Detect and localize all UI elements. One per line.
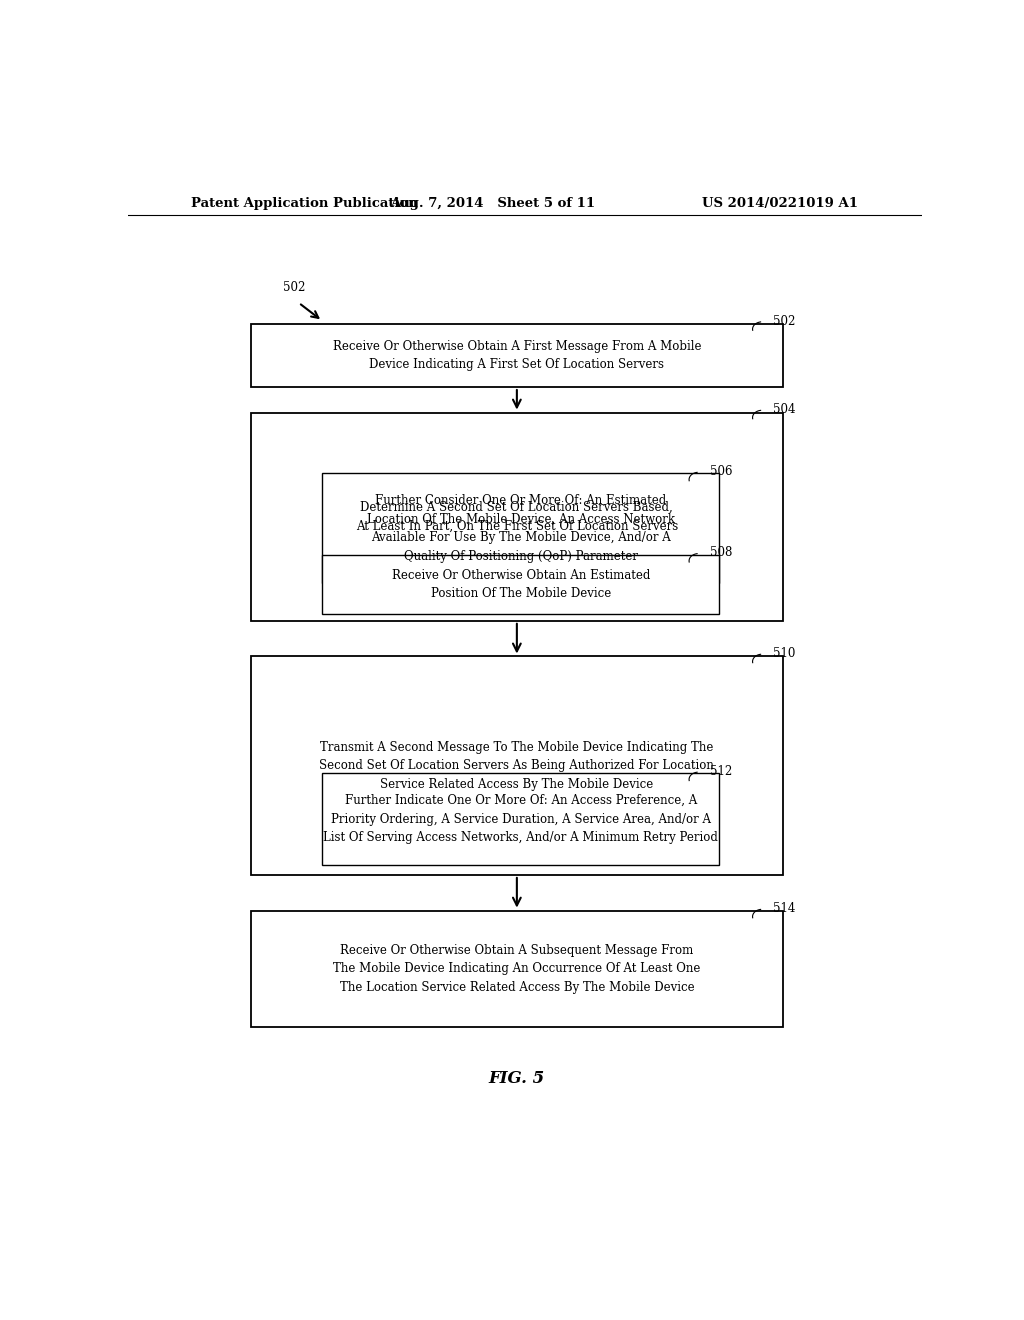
Text: Transmit A Second Message To The Mobile Device Indicating The
Second Set Of Loca: Transmit A Second Message To The Mobile …	[319, 741, 715, 791]
Bar	[323, 474, 719, 583]
Text: 502: 502	[283, 281, 305, 293]
Bar	[323, 554, 719, 614]
Bar	[251, 911, 782, 1027]
Text: 512: 512	[710, 764, 732, 777]
Text: 502: 502	[773, 314, 796, 327]
Bar	[323, 774, 719, 865]
Text: Receive Or Otherwise Obtain An Estimated
Position Of The Mobile Device: Receive Or Otherwise Obtain An Estimated…	[391, 569, 650, 601]
Bar	[251, 413, 782, 620]
Text: 504: 504	[773, 403, 796, 416]
Bar	[251, 325, 782, 387]
Text: Patent Application Publication: Patent Application Publication	[191, 197, 418, 210]
Text: 514: 514	[773, 902, 796, 915]
Text: FIG. 5: FIG. 5	[488, 1069, 545, 1086]
Text: Receive Or Otherwise Obtain A Subsequent Message From
The Mobile Device Indicati: Receive Or Otherwise Obtain A Subsequent…	[333, 944, 700, 994]
Text: 508: 508	[710, 546, 732, 560]
Text: 506: 506	[710, 465, 732, 478]
Text: Determine A Second Set Of Location Servers Based,
At Least In Part, On The First: Determine A Second Set Of Location Serve…	[355, 500, 678, 532]
Text: Aug. 7, 2014   Sheet 5 of 11: Aug. 7, 2014 Sheet 5 of 11	[390, 197, 596, 210]
Text: US 2014/0221019 A1: US 2014/0221019 A1	[702, 197, 858, 210]
Text: Further Indicate One Or More Of: An Access Preference, A
Priority Ordering, A Se: Further Indicate One Or More Of: An Acce…	[324, 795, 718, 843]
Bar	[251, 656, 782, 875]
Text: Further Consider One Or More Of: An Estimated
Location Of The Mobile Device, An : Further Consider One Or More Of: An Esti…	[367, 494, 675, 562]
Text: 510: 510	[773, 647, 796, 660]
Text: Receive Or Otherwise Obtain A First Message From A Mobile
Device Indicating A Fi: Receive Or Otherwise Obtain A First Mess…	[333, 339, 701, 371]
